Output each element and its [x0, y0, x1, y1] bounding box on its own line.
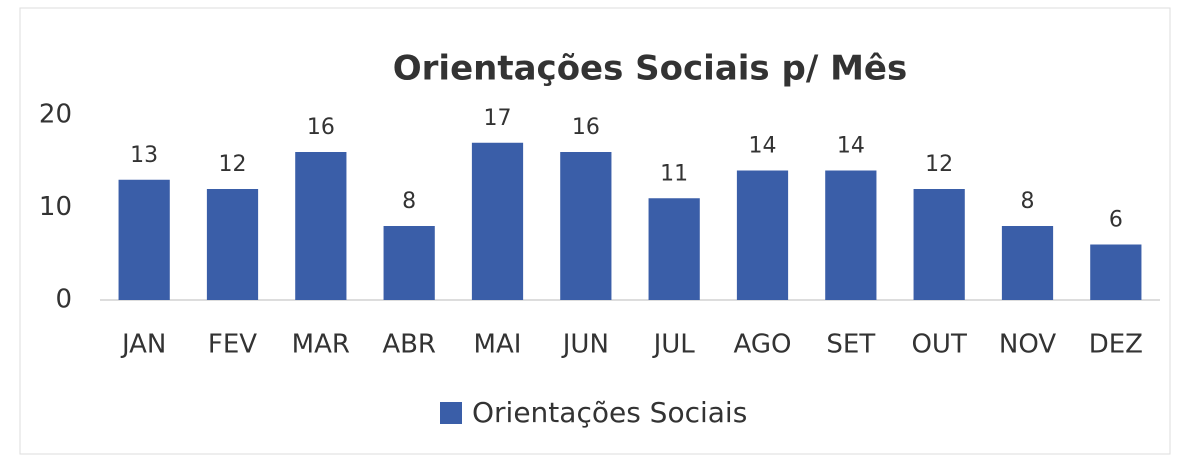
bar [648, 198, 700, 300]
x-tick-label: ABR [382, 330, 436, 360]
data-label: 8 [1021, 189, 1035, 214]
x-tick-label: MAI [474, 330, 522, 360]
x-tick-label: OUT [911, 330, 966, 360]
bar [383, 226, 435, 300]
chart-title: Orientações Sociais p/ Mês [393, 49, 907, 89]
x-tick-label: NOV [999, 330, 1056, 360]
bar [913, 189, 965, 300]
data-label: 13 [130, 143, 158, 168]
data-label: 8 [402, 189, 416, 214]
x-tick-label: MAR [292, 330, 350, 360]
bar [1090, 244, 1142, 300]
bar [736, 170, 789, 300]
data-label: 14 [749, 134, 777, 159]
data-label: 16 [307, 115, 335, 140]
bar [825, 170, 877, 300]
x-tick-label: JUN [561, 330, 609, 360]
data-label: 14 [837, 134, 865, 159]
data-label: 6 [1109, 208, 1123, 233]
legend-label: Orientações Sociais [472, 396, 747, 429]
bar [471, 142, 524, 300]
y-tick-label: 10 [39, 192, 72, 222]
bar [206, 189, 259, 300]
x-tick-label: JAN [120, 330, 166, 360]
y-tick-label: 0 [55, 285, 72, 315]
bar [1001, 226, 1054, 300]
bar [118, 179, 170, 300]
data-label: 12 [925, 152, 953, 177]
bar [560, 152, 612, 300]
y-tick-label: 20 [39, 100, 72, 130]
x-tick-label: SET [826, 330, 875, 360]
data-label: 11 [660, 161, 688, 186]
data-label: 17 [484, 106, 512, 131]
legend-swatch [440, 402, 462, 424]
x-tick-label: DEZ [1089, 330, 1143, 360]
x-tick-label: JUL [652, 330, 696, 360]
x-tick-label: FEV [208, 330, 257, 360]
x-tick-label: AGO [734, 330, 792, 360]
data-label: 16 [572, 115, 600, 140]
data-label: 12 [219, 152, 247, 177]
bar [295, 152, 347, 300]
